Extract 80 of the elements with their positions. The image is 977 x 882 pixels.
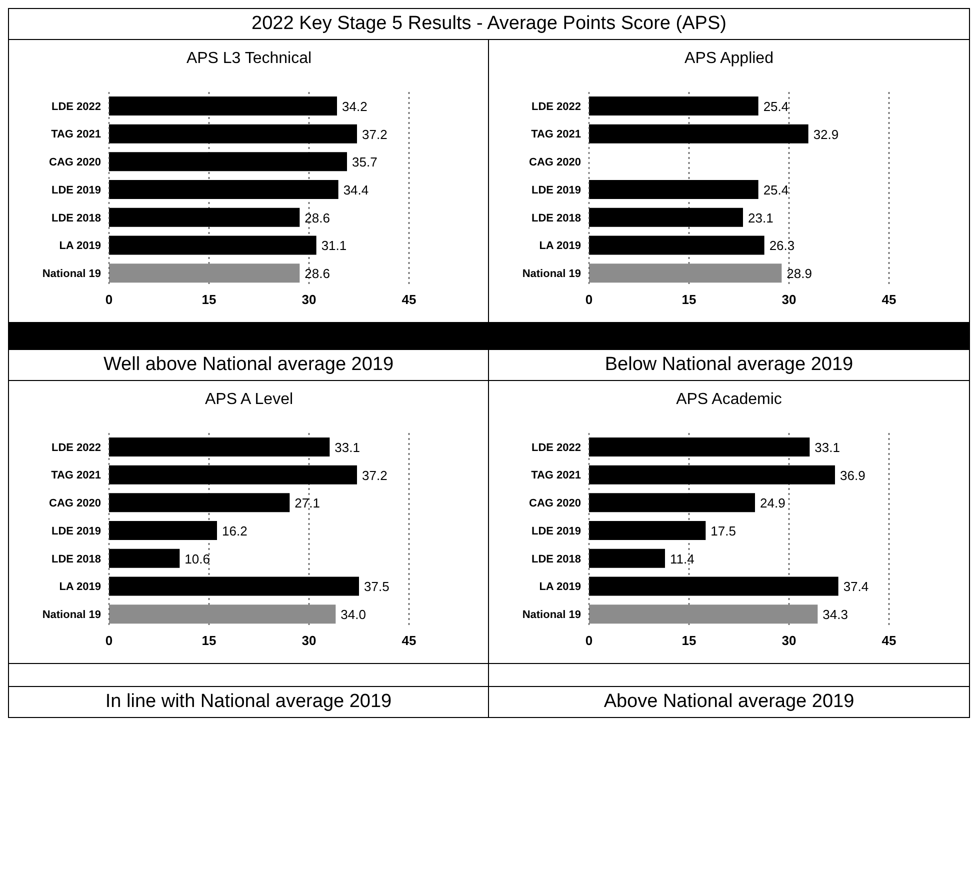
y-tick-label: LDE 2018 <box>51 553 101 566</box>
text: 2022 Key Stage 5 Results - Average Points Score (APS) <box>9 9 969 40</box>
data-label: 37.5 <box>364 579 390 594</box>
y-tick-label: LDE 2018 <box>51 212 101 224</box>
data-label: 33.1 <box>334 440 360 455</box>
x-tick-label: 45 <box>402 633 416 648</box>
y-tick-label: TAG 2021 <box>531 128 581 141</box>
y-tick-label: LDE 2018 <box>531 212 581 224</box>
chart-title: APS Academic <box>675 390 783 410</box>
data-label: 31.1 <box>321 238 347 254</box>
x-tick-label: 30 <box>302 292 316 308</box>
x-tick-label: 0 <box>585 633 593 648</box>
data-label: 36.9 <box>840 468 866 483</box>
y-tick-label: LDE 2019 <box>51 184 101 196</box>
x-tick-label: 30 <box>782 292 796 308</box>
y-tick-label: CAG 2020 <box>529 498 581 510</box>
x-tick-label: 30 <box>782 633 796 648</box>
data-label: 37.4 <box>843 579 869 594</box>
x-tick-label: 15 <box>682 292 696 308</box>
data-label: 34.2 <box>342 98 368 114</box>
data-label: 24.9 <box>760 496 786 511</box>
y-tick-label: LA 2019 <box>539 240 581 252</box>
x-tick-label: 30 <box>302 633 316 648</box>
data-label: 28.6 <box>304 266 330 282</box>
y-tick-label: CAG 2020 <box>49 498 101 510</box>
x-tick-label: 45 <box>882 292 896 308</box>
y-tick-label: LDE 2018 <box>531 553 581 566</box>
data-label: 23.1 <box>748 210 774 226</box>
y-tick-label: LDE 2022 <box>531 100 581 113</box>
x-tick-label: 45 <box>402 292 416 308</box>
data-label: 28.9 <box>786 266 812 282</box>
chart-title: APS L3 Technical <box>185 49 313 69</box>
data-label: 34.4 <box>343 182 369 198</box>
data-label: 25.4 <box>763 182 789 198</box>
y-tick-label: LDE 2022 <box>51 100 101 113</box>
x-tick-label: 0 <box>585 292 593 308</box>
x-tick-label: 0 <box>105 292 113 308</box>
data-label: 37.2 <box>362 126 388 142</box>
x-tick-label: 15 <box>682 633 696 648</box>
text: In line with National average 2019 <box>105 691 392 712</box>
y-tick-label: LDE 2019 <box>51 525 101 538</box>
data-label: 25.4 <box>763 98 789 114</box>
chart-title: APS Applied <box>684 49 774 69</box>
text: Above National average 2019 <box>604 691 854 712</box>
x-tick-label: 15 <box>202 292 216 308</box>
x-tick-label: 45 <box>882 633 896 648</box>
y-tick-label: National 19 <box>42 268 101 280</box>
y-tick-label: National 19 <box>522 608 581 621</box>
text: Well above National average 2019 <box>103 354 394 375</box>
data-label: 28.6 <box>304 210 330 226</box>
y-tick-label: CAG 2020 <box>49 156 101 169</box>
data-label: 16.2 <box>222 524 248 539</box>
data-label: 34.0 <box>340 607 366 622</box>
y-tick-label: LA 2019 <box>539 581 581 594</box>
y-tick-label: LA 2019 <box>59 581 101 594</box>
data-label: 17.5 <box>710 524 736 539</box>
y-tick-label: LDE 2022 <box>531 442 581 454</box>
data-label: 32.9 <box>813 126 839 142</box>
data-label: 26.3 <box>769 238 795 254</box>
data-label: 34.3 <box>822 607 848 622</box>
y-tick-label: LDE 2019 <box>531 184 581 196</box>
data-label: 33.1 <box>814 440 840 455</box>
y-tick-label: TAG 2021 <box>51 128 101 141</box>
y-tick-label: National 19 <box>522 268 581 280</box>
x-tick-label: 0 <box>105 633 113 648</box>
data-label: 37.2 <box>362 468 388 483</box>
y-tick-label: TAG 2021 <box>51 470 101 482</box>
y-tick-label: LDE 2022 <box>51 442 101 454</box>
chart-title: APS A Level <box>204 390 294 410</box>
data-label: 11.4 <box>670 551 694 566</box>
y-tick-label: CAG 2020 <box>529 156 581 169</box>
data-label: 27.1 <box>294 496 320 511</box>
text: Below National average 2019 <box>604 354 854 375</box>
y-tick-label: National 19 <box>42 608 101 621</box>
data-label: 35.7 <box>352 154 378 170</box>
data-label: 10.6 <box>184 551 210 566</box>
y-tick-label: TAG 2021 <box>531 470 581 482</box>
y-tick-label: LA 2019 <box>59 240 101 252</box>
y-tick-label: LDE 2019 <box>531 525 581 538</box>
x-tick-label: 15 <box>202 633 216 648</box>
